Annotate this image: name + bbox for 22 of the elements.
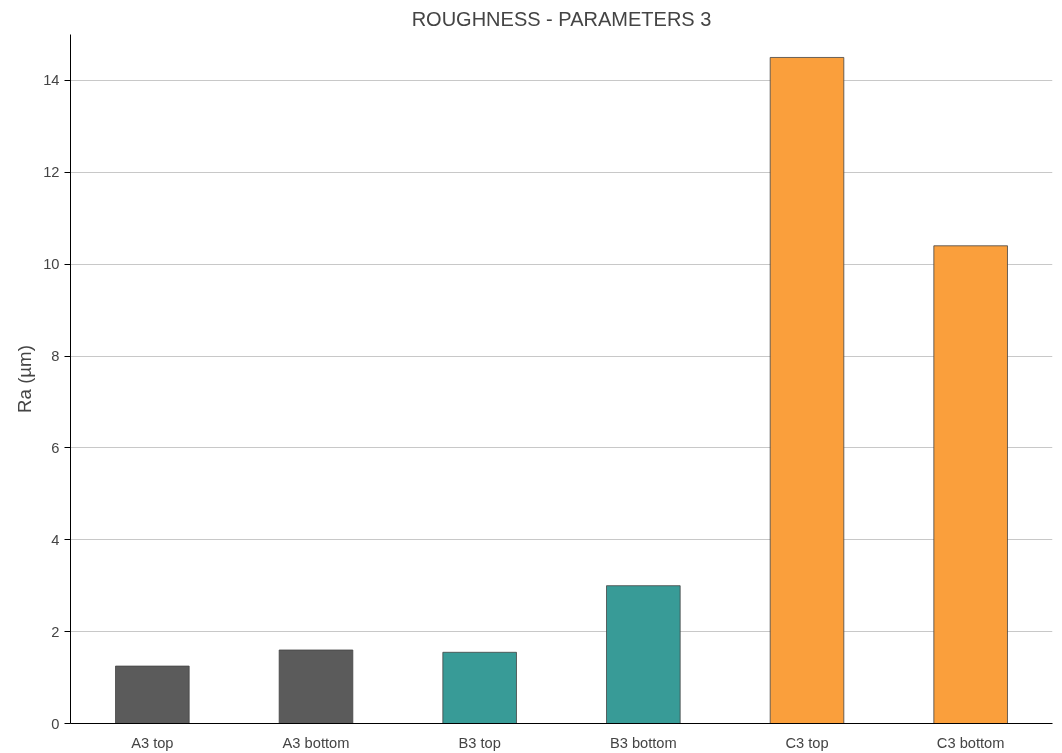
bar — [769, 57, 845, 724]
x-tick-label: C3 top — [785, 734, 829, 751]
bar — [442, 651, 517, 724]
x-tick-label: C3 bottom — [936, 734, 1005, 751]
y-tick-label: 10 — [43, 256, 60, 273]
y-axis-title: Ra (µm) — [14, 345, 36, 413]
x-tick-label: B3 bottom — [609, 734, 677, 751]
x-tick-label: A3 bottom — [282, 734, 350, 751]
y-tick-label: 6 — [51, 439, 60, 456]
y-tick-label: 4 — [51, 531, 60, 548]
bar — [933, 245, 1008, 724]
y-tick-label: 14 — [43, 72, 60, 89]
y-tick-label: 0 — [51, 715, 60, 732]
y-tick-label: 12 — [43, 164, 60, 181]
bar — [115, 665, 190, 724]
y-tick-label: 2 — [51, 623, 60, 640]
bar — [606, 585, 681, 724]
bar — [278, 649, 354, 724]
chart-title: ROUGHNESS - PARAMETERS 3 — [411, 7, 712, 30]
y-tick-label: 8 — [51, 348, 60, 365]
x-tick-label: B3 top — [458, 734, 501, 751]
x-tick-label: A3 top — [131, 734, 174, 751]
